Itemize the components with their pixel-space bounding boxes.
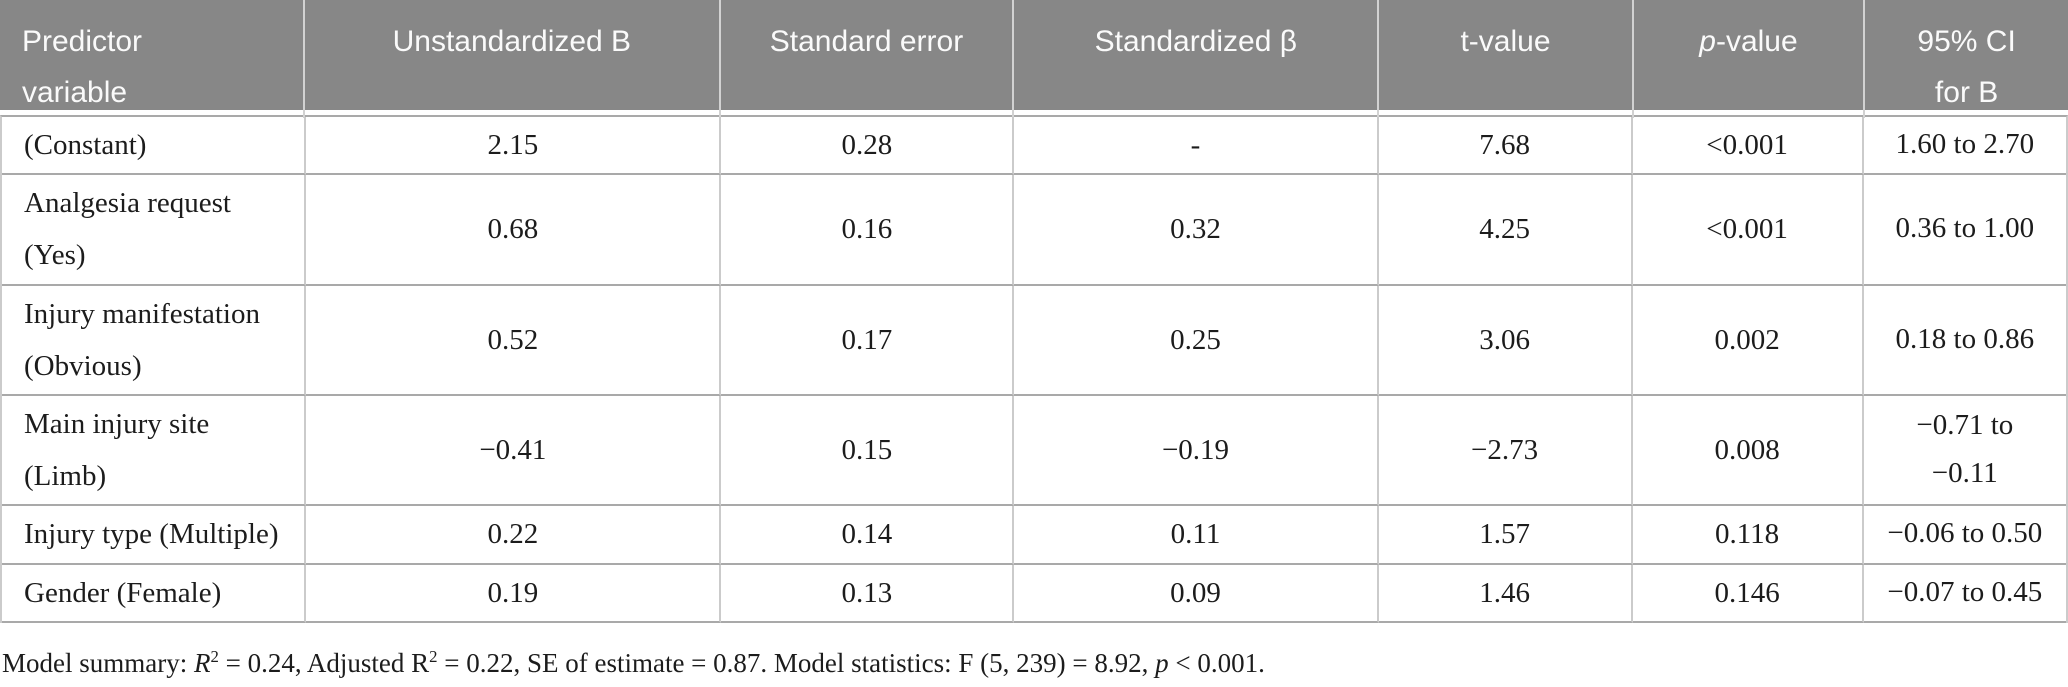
cell-value: 1.60 to 2.70 xyxy=(1863,117,2066,176)
cell-predictor: Main injury site (Limb) xyxy=(2,395,307,507)
cell-value: −0.41 xyxy=(306,395,722,507)
cell-value: <0.001 xyxy=(1632,117,1864,176)
footnote-text: = 0.24, Adjusted R xyxy=(218,647,430,678)
col-header-line: variable xyxy=(22,76,128,109)
cell-value: 0.146 xyxy=(1632,564,1864,623)
col-header-t-value: t-value xyxy=(1379,0,1634,118)
cell-value: 3.06 xyxy=(1378,285,1633,396)
cell-value: 7.68 xyxy=(1378,117,1633,176)
cell-value: 0.16 xyxy=(721,175,1015,286)
cell-value: 0.13 xyxy=(721,564,1015,623)
cell-value: - xyxy=(1014,117,1379,176)
col-header-95-ci-for-b: 95% CI for B xyxy=(1865,0,2068,118)
p-rest: -value xyxy=(1715,25,1798,58)
p-italic: p xyxy=(1699,25,1716,58)
col-header-line: 95% CI xyxy=(1917,25,2016,58)
cell-value: 1.57 xyxy=(1378,506,1633,565)
cell-value: 0.25 xyxy=(1014,285,1379,396)
cell-value: 0.18 to 0.86 xyxy=(1863,286,2066,396)
cell-value: 0.32 xyxy=(1014,175,1379,286)
cell-value: <0.001 xyxy=(1632,175,1864,286)
cell-value: 0.118 xyxy=(1632,506,1864,565)
col-header-unstandardized-b: Unstandardized B xyxy=(305,0,721,118)
table-footnote: Model summary: R2 = 0.24, Adjusted R2 = … xyxy=(0,645,2068,683)
footnote-text: = 0.22, SE of estimate = 0.87. Model sta… xyxy=(437,647,1156,678)
cell-value: −0.06 to 0.50 xyxy=(1863,506,2066,565)
cell-value: 0.008 xyxy=(1632,395,1864,507)
cell-value: 4.25 xyxy=(1378,175,1633,286)
col-header-p-value: p-value xyxy=(1634,0,1866,118)
cell-value: 0.52 xyxy=(306,285,722,396)
footnote-sup: 2 xyxy=(210,647,219,667)
table-body: (Constant) 2.15 0.28-7.68 <0.001 1.60 to 2.7… xyxy=(0,115,2068,623)
footnote-text: < 0.001. xyxy=(1168,647,1265,678)
cell-value: 1.46 xyxy=(1378,564,1633,623)
footnote-text: Model summary: xyxy=(2,647,194,678)
table-header-row: Predictor variable Unstandardized B Stan… xyxy=(0,0,2068,118)
col-header-standardized-beta: Standardized β xyxy=(1014,0,1380,118)
cell-value: −0.71 to −0.11 xyxy=(1863,396,2066,507)
cell-predictor: Analgesia request (Yes) xyxy=(2,175,307,286)
cell-value: 0.19 xyxy=(306,564,722,623)
cell-value: 0.22 xyxy=(306,506,722,565)
cell-value: 0.14 xyxy=(721,506,1015,565)
cell-predictor: Gender (Female) xyxy=(2,564,307,623)
cell-value: 0.68 xyxy=(306,175,722,286)
cell-value: 0.09 xyxy=(1014,564,1379,623)
col-header-line: Predictor xyxy=(22,25,143,58)
cell-predictor: Injury manifestation (Obvious) xyxy=(2,285,307,396)
cell-value: −2.73 xyxy=(1378,395,1633,507)
cell-value: 2.15 xyxy=(306,117,722,176)
cell-value: 0.36 to 1.00 xyxy=(1863,175,2066,286)
cell-value: 0.15 xyxy=(721,395,1015,507)
cell-predictor: (Constant) xyxy=(2,117,307,176)
col-header-standard-error: Standard error xyxy=(721,0,1015,118)
col-header-predictor-variable: Predictor variable xyxy=(0,0,306,118)
footnote-r-squared: R xyxy=(193,647,211,678)
cell-value: 0.002 xyxy=(1632,285,1864,396)
cell-value: 0.11 xyxy=(1014,506,1379,565)
footnote-sup: 2 xyxy=(429,647,438,667)
cell-value: 0.28 xyxy=(721,117,1015,176)
col-header-line: for B xyxy=(1934,76,1999,109)
cell-predictor: Injury type (Multiple) xyxy=(2,506,307,565)
cell-value: −0.19 xyxy=(1014,395,1379,507)
footnote-p-italic: p xyxy=(1155,647,1169,678)
cell-value: −0.07 to 0.45 xyxy=(1863,565,2066,623)
cell-value: 0.17 xyxy=(721,285,1015,396)
